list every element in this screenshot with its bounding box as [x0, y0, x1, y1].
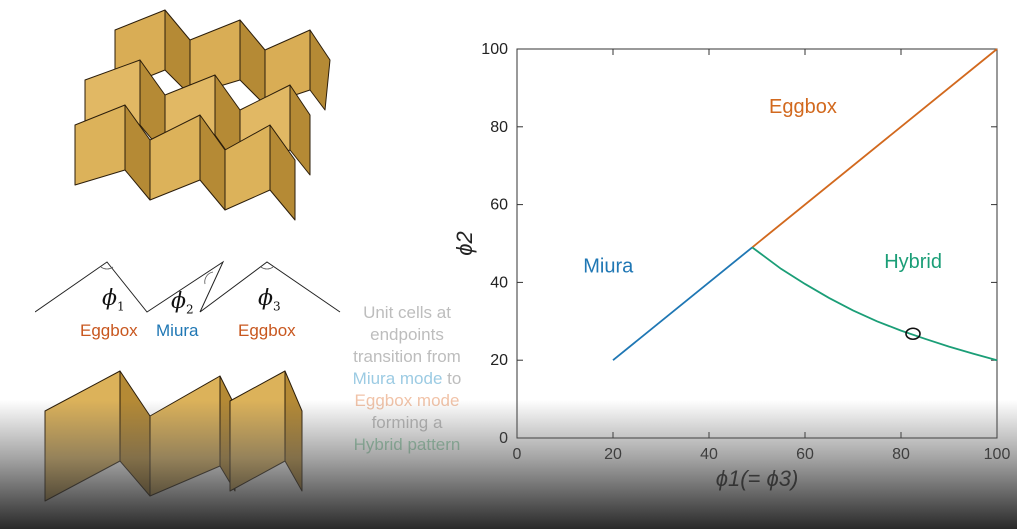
x-tick-label: 20 [604, 446, 622, 463]
series-line-hybrid [751, 246, 998, 362]
caption-line-1: Unit cells at [363, 303, 451, 322]
x-tick-label: 40 [700, 446, 718, 463]
annotation-hybrid: Hybrid [884, 251, 942, 273]
series-line-eggbox [751, 48, 998, 249]
x-tick-label: 60 [796, 446, 814, 463]
annotation-miura: Miura [583, 256, 634, 278]
y-tick-label: 0 [499, 430, 508, 447]
caption-line-4: Miura mode to [352, 369, 462, 388]
annotation-eggbox: Eggbox [769, 96, 837, 118]
mode-label-eggbox-left: Eggbox [80, 321, 138, 340]
mode-label-eggbox-right: Eggbox [238, 321, 296, 340]
y-tick-label: 100 [481, 41, 508, 58]
y-tick-label: 60 [490, 197, 508, 214]
y-axis-label: ϕ2 [452, 231, 477, 255]
series-line-miura [612, 246, 753, 361]
x-tick-label: 80 [892, 446, 910, 463]
y-tick-label: 20 [490, 352, 508, 369]
x-axis-label: ϕ1(= ϕ3) [716, 466, 799, 491]
origami-eggbox-illustration [74, 9, 331, 221]
crease-angle-diagram [35, 260, 341, 313]
angle-label-phi3: ϕ3 [258, 286, 281, 314]
x-tick-label: 0 [513, 446, 522, 463]
caption-line-2: endpoints [370, 325, 444, 344]
caption-line-3: transition from [353, 347, 461, 366]
angle-label-phi2: ϕ2 [171, 289, 194, 317]
x-tick-label: 100 [984, 446, 1011, 463]
angle-label-phi1: ϕ1 [102, 286, 125, 314]
mode-label-miura: Miura [156, 321, 199, 340]
y-tick-label: 40 [490, 274, 508, 291]
hybrid-marker-circle [905, 327, 921, 341]
y-tick-label: 80 [490, 119, 508, 136]
